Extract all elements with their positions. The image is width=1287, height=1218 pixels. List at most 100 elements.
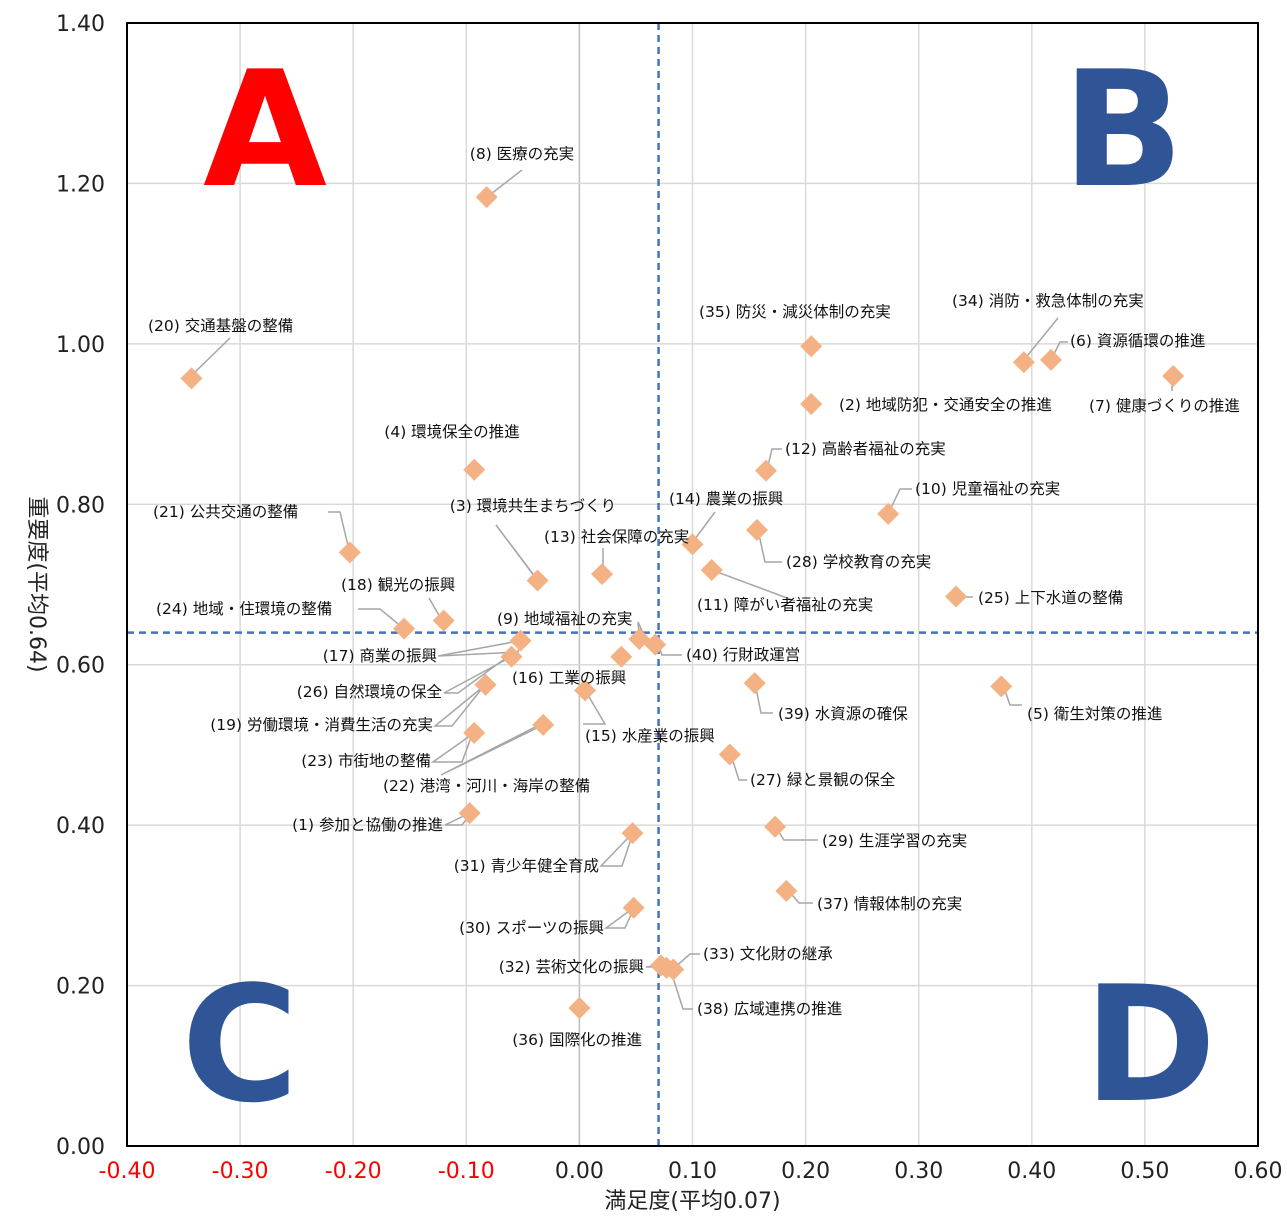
- point-label: (40) 行財政運営: [686, 646, 800, 664]
- x-tick-label: 0.30: [894, 1159, 943, 1184]
- y-axis-title: 重要度(平均0.64): [24, 496, 49, 672]
- point-label: (29) 生涯学習の充実: [822, 832, 967, 850]
- y-tick-label: 0.80: [56, 493, 105, 518]
- quadrant-c-letter: C: [181, 951, 298, 1138]
- data-point: [475, 186, 498, 209]
- quadrant-letters: A B C D: [181, 36, 1216, 1138]
- data-point: [655, 956, 678, 979]
- leader-line: [495, 524, 539, 581]
- point-label: (23) 市街地の整備: [301, 752, 431, 770]
- data-point: [775, 879, 798, 902]
- y-tick-label: 1.20: [56, 172, 105, 197]
- point-label: (10) 児童福祉の充実: [915, 479, 1060, 498]
- point-label: (27) 緑と景観の保全: [750, 771, 896, 789]
- data-point: [338, 541, 361, 564]
- data-point: [877, 502, 900, 525]
- x-tick-label: 0.20: [781, 1159, 830, 1184]
- data-point: [800, 393, 823, 416]
- y-tick-label: 0.20: [56, 975, 105, 1000]
- data-point: [574, 679, 597, 702]
- point-label: (36) 国際化の推進: [512, 1031, 642, 1049]
- x-tick-label: -0.40: [99, 1159, 156, 1184]
- point-label: (16) 工業の振興: [512, 669, 626, 687]
- point-label: (3) 環境共生まちづくり: [450, 496, 616, 515]
- data-point: [568, 997, 591, 1020]
- quadrant-d-letter: D: [1084, 951, 1217, 1138]
- leader-line: [443, 654, 512, 694]
- x-tick-label: 0.50: [1120, 1159, 1169, 1184]
- point-label: (14) 農業の振興: [669, 490, 783, 508]
- data-point: [745, 518, 768, 541]
- data-point: [1162, 364, 1185, 387]
- data-point: [1012, 351, 1035, 374]
- point-label: (20) 交通基盤の整備: [148, 317, 293, 335]
- data-point: [990, 675, 1013, 698]
- x-tick-label: -0.10: [438, 1159, 495, 1184]
- y-tick-label: 0.40: [56, 814, 105, 839]
- point-label: (37) 情報体制の充実: [817, 895, 962, 913]
- leader-line: [599, 832, 634, 867]
- tick-labels: -0.40 -0.30 -0.20 -0.10 0.00 0.10 0.20 0.30 0.40…: [56, 12, 1282, 1184]
- point-label: (11) 障がい者福祉の充実: [697, 596, 873, 614]
- point-labels: (1) 参加と協働の推進 (2) 地域防犯・交通安全の推進 (3) 環境共生まちづく…: [148, 145, 1240, 1049]
- point-label: (9) 地域福祉の充実: [497, 610, 632, 628]
- data-point: [463, 721, 486, 744]
- data-point: [458, 802, 481, 825]
- point-label: (33) 文化財の継承: [703, 945, 833, 963]
- data-point: [610, 645, 633, 668]
- data-point: [800, 335, 823, 358]
- point-label: (21) 公共交通の整備: [153, 503, 298, 521]
- x-tick-label: 0.40: [1007, 1159, 1056, 1184]
- data-point: [644, 633, 667, 656]
- point-label: (24) 地域・住環境の整備: [156, 599, 332, 618]
- data-point: [743, 672, 766, 695]
- y-tick-label: 1.00: [56, 333, 105, 358]
- data-point: [764, 815, 787, 838]
- plot-frame: [126, 22, 1259, 1147]
- point-label: (30) スポーツの振興: [459, 919, 604, 937]
- x-axis-title: 満足度(平均0.07): [604, 1189, 780, 1214]
- point-label: (31) 青少年健全育成: [454, 857, 599, 875]
- point-label: (19) 労働環境・消費生活の充実: [210, 715, 433, 734]
- quadrant-a-letter: A: [203, 36, 327, 223]
- x-tick-label: -0.20: [325, 1159, 382, 1184]
- leader-line: [430, 731, 475, 763]
- leader-line: [432, 684, 487, 727]
- x-tick-label: 0.10: [668, 1159, 717, 1184]
- point-label: (25) 上下水道の整備: [978, 589, 1123, 607]
- point-label: (15) 水産業の振興: [585, 727, 715, 745]
- y-tick-label: 1.40: [56, 12, 105, 37]
- data-point: [393, 617, 416, 640]
- data-point: [500, 645, 523, 668]
- point-label: (5) 衛生対策の推進: [1027, 705, 1162, 723]
- data-point: [621, 822, 644, 845]
- data-point: [755, 459, 778, 482]
- point-label: (17) 商業の振興: [323, 647, 437, 665]
- point-label: (35) 防災・減災体制の充実: [699, 303, 891, 321]
- data-point: [718, 743, 741, 766]
- point-label: (28) 学校教育の充実: [786, 553, 931, 571]
- data-point: [591, 563, 614, 586]
- x-tick-label: 0.00: [555, 1159, 604, 1184]
- data-point: [509, 629, 532, 652]
- point-label: (1) 参加と協働の推進: [292, 816, 443, 834]
- data-point: [681, 533, 704, 556]
- point-label: (22) 港湾・河川・海岸の整備: [383, 777, 590, 795]
- x-tick-label: 0.60: [1234, 1159, 1283, 1184]
- point-label: (8) 医療の充実: [470, 145, 574, 163]
- point-label: (38) 広域連携の推進: [697, 1000, 842, 1018]
- y-tick-label: 0.00: [56, 1135, 105, 1160]
- point-label: (39) 水資源の確保: [778, 705, 908, 723]
- data-points: [180, 186, 1185, 1020]
- quadrant-b-letter: B: [1062, 36, 1184, 223]
- data-point: [526, 569, 549, 592]
- data-point: [700, 559, 723, 582]
- data-point: [432, 609, 455, 632]
- point-label: (34) 消防・救急体制の充実: [952, 292, 1144, 310]
- leader-line: [440, 722, 544, 776]
- leader-line: [444, 812, 471, 826]
- point-label: (12) 高齢者福祉の充実: [785, 440, 946, 458]
- leader-line: [603, 907, 635, 929]
- point-label: (6) 資源循環の推進: [1070, 332, 1205, 350]
